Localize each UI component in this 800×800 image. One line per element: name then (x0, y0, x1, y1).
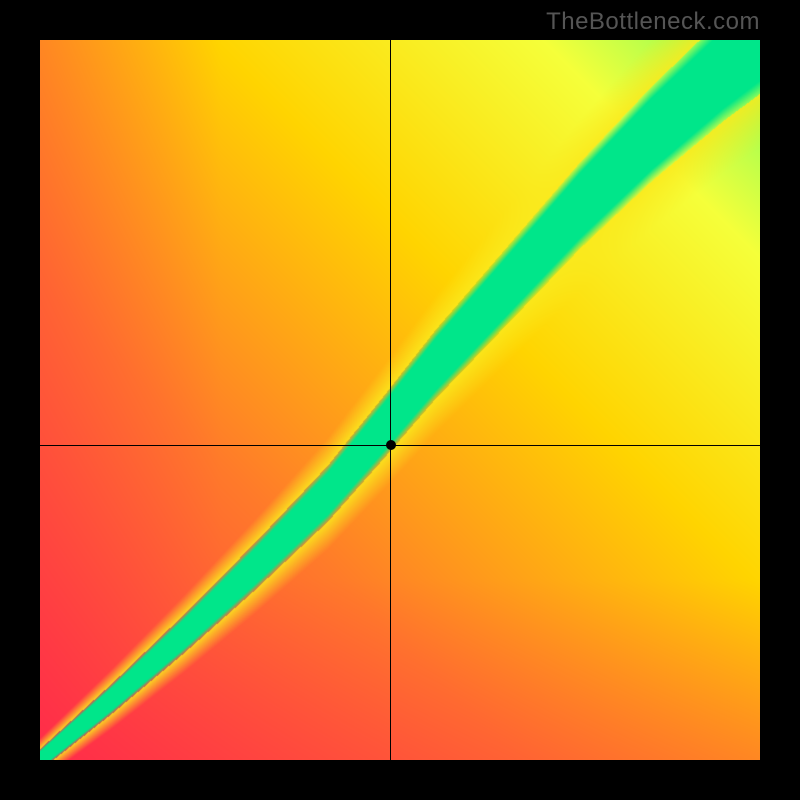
heatmap-canvas (40, 40, 760, 760)
crosshair-vertical (390, 40, 391, 760)
plot-border-left (38, 38, 40, 762)
plot-border-top (38, 38, 762, 40)
crosshair-point (386, 440, 396, 450)
plot-border-right (760, 38, 762, 762)
watermark-text: TheBottleneck.com (546, 8, 760, 36)
chart-container: TheBottleneck.com (0, 0, 800, 800)
plot-border-bottom (38, 760, 762, 762)
crosshair-horizontal (40, 445, 760, 446)
